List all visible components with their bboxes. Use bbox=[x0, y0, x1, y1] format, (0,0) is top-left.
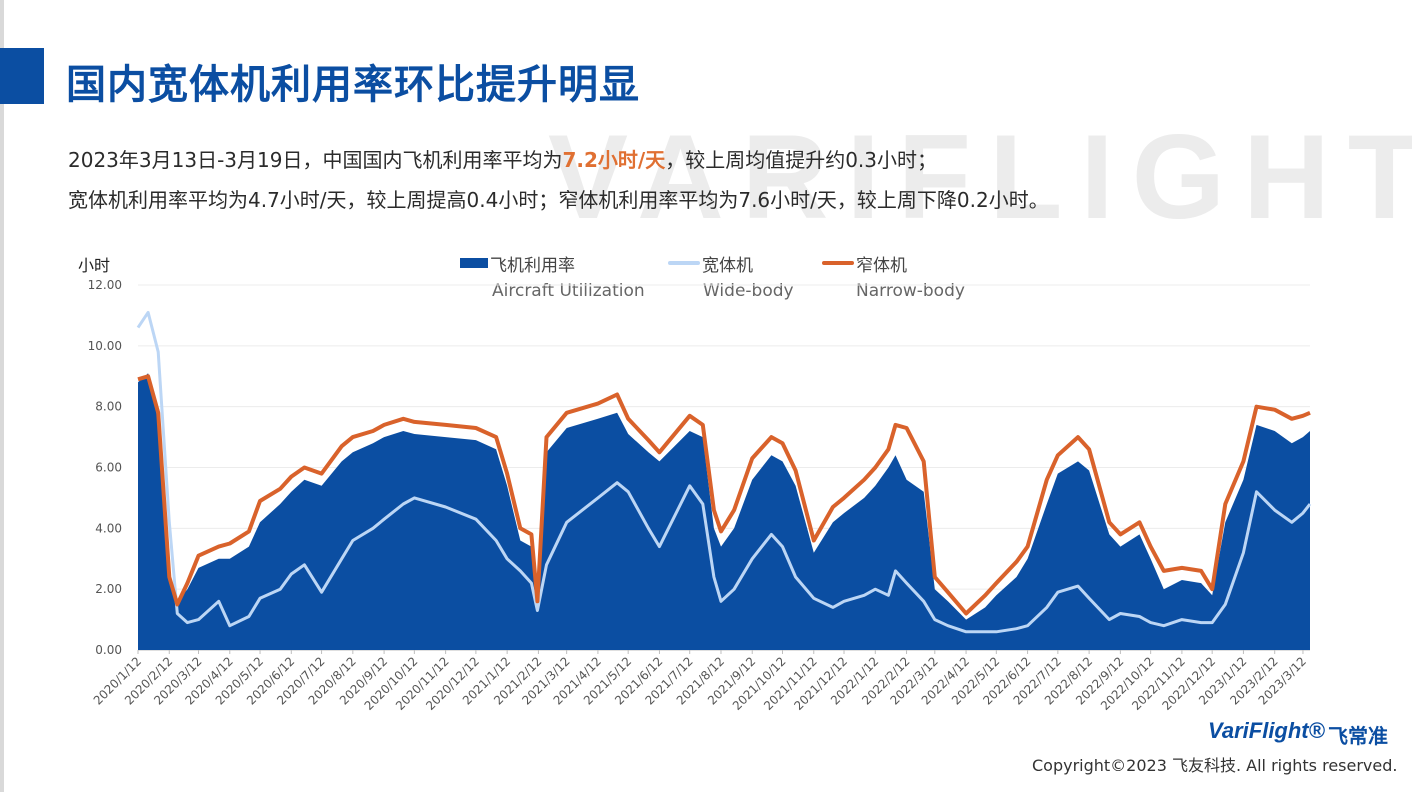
y-tick-label: 8.00 bbox=[95, 400, 122, 414]
y-tick-label: 4.00 bbox=[95, 521, 122, 535]
legend-label-narrow-body: 窄体机 bbox=[856, 256, 907, 276]
summary-line-1-post: ，较上周均值提升约0.3小时； bbox=[665, 148, 938, 172]
watermark: VARIFLIGHT bbox=[548, 110, 1412, 244]
summary-highlight: 7.2小时/天 bbox=[562, 148, 666, 172]
y-tick-label: 2.00 bbox=[95, 582, 122, 596]
y-tick-label: 10.00 bbox=[88, 339, 122, 353]
y-axis-unit-label: 小时 bbox=[78, 256, 111, 275]
series-area-utilization bbox=[138, 373, 1310, 650]
title-accent-bar bbox=[0, 48, 44, 104]
variflight-logo: VariFlight® bbox=[1208, 718, 1325, 743]
legend-swatch-narrow-body bbox=[822, 261, 854, 265]
y-tick-label: 12.00 bbox=[88, 278, 122, 292]
legend-swatch-utilization bbox=[460, 258, 488, 268]
summary-line-1-pre: 2023年3月13日-3月19日，中国国内飞机利用率平均为 bbox=[68, 148, 563, 172]
y-tick-label: 6.00 bbox=[95, 461, 122, 475]
legend-label-wide-body: 宽体机 bbox=[702, 256, 753, 276]
left-border bbox=[0, 0, 4, 792]
page-title: 国内宽体机利用率环比提升明显 bbox=[66, 62, 640, 108]
summary-line-2: 宽体机利用率平均为4.7小时/天，较上周提高0.4小时；窄体机利用率平均为7.6… bbox=[68, 188, 1049, 212]
legend-sublabel-wide-body: Wide-body bbox=[703, 281, 794, 301]
legend-label-utilization: 飞机利用率 bbox=[490, 256, 575, 276]
y-tick-label: 0.00 bbox=[95, 643, 122, 657]
legend-swatch-wide-body bbox=[668, 261, 700, 265]
series-line-narrow-body bbox=[137, 374, 1311, 616]
copyright: Copyright©2023 飞友科技. All rights reserved… bbox=[1032, 756, 1398, 775]
series-line-wide-body bbox=[136, 310, 1312, 634]
legend-sublabel-utilization: Aircraft Utilization bbox=[492, 281, 645, 301]
summary-line-1: 2023年3月13日-3月19日，中国国内飞机利用率平均为7.2小时/天，较上周… bbox=[68, 140, 1049, 180]
brand-cn-logo: 飞常准 bbox=[1328, 724, 1388, 748]
summary-text: 2023年3月13日-3月19日，中国国内飞机利用率平均为7.2小时/天，较上周… bbox=[68, 140, 1049, 220]
legend-sublabel-narrow-body: Narrow-body bbox=[856, 281, 965, 301]
